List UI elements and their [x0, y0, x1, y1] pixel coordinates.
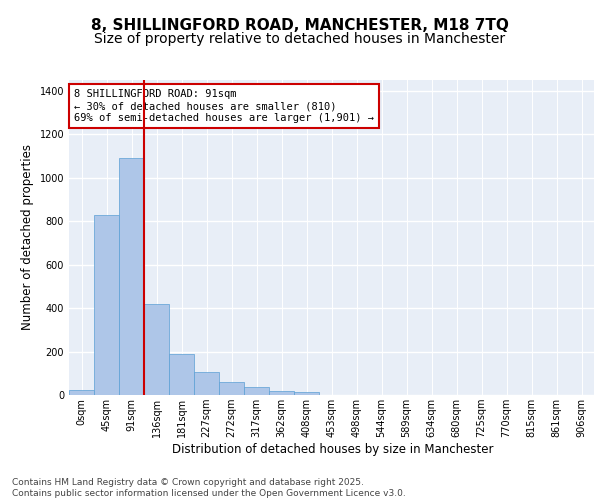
- Bar: [244, 386, 269, 395]
- Bar: [144, 304, 169, 395]
- Bar: [294, 392, 319, 395]
- Bar: [119, 158, 144, 395]
- Text: Size of property relative to detached houses in Manchester: Size of property relative to detached ho…: [94, 32, 506, 46]
- Bar: [94, 214, 119, 395]
- Bar: [269, 390, 294, 395]
- Text: 8, SHILLINGFORD ROAD, MANCHESTER, M18 7TQ: 8, SHILLINGFORD ROAD, MANCHESTER, M18 7T…: [91, 18, 509, 32]
- Text: 8 SHILLINGFORD ROAD: 91sqm
← 30% of detached houses are smaller (810)
69% of sem: 8 SHILLINGFORD ROAD: 91sqm ← 30% of deta…: [74, 90, 374, 122]
- Bar: [194, 372, 219, 395]
- Bar: [219, 382, 244, 395]
- Text: Distribution of detached houses by size in Manchester: Distribution of detached houses by size …: [172, 442, 494, 456]
- Y-axis label: Number of detached properties: Number of detached properties: [21, 144, 34, 330]
- Bar: [169, 354, 194, 395]
- Bar: [69, 390, 94, 395]
- Text: Contains HM Land Registry data © Crown copyright and database right 2025.
Contai: Contains HM Land Registry data © Crown c…: [12, 478, 406, 498]
